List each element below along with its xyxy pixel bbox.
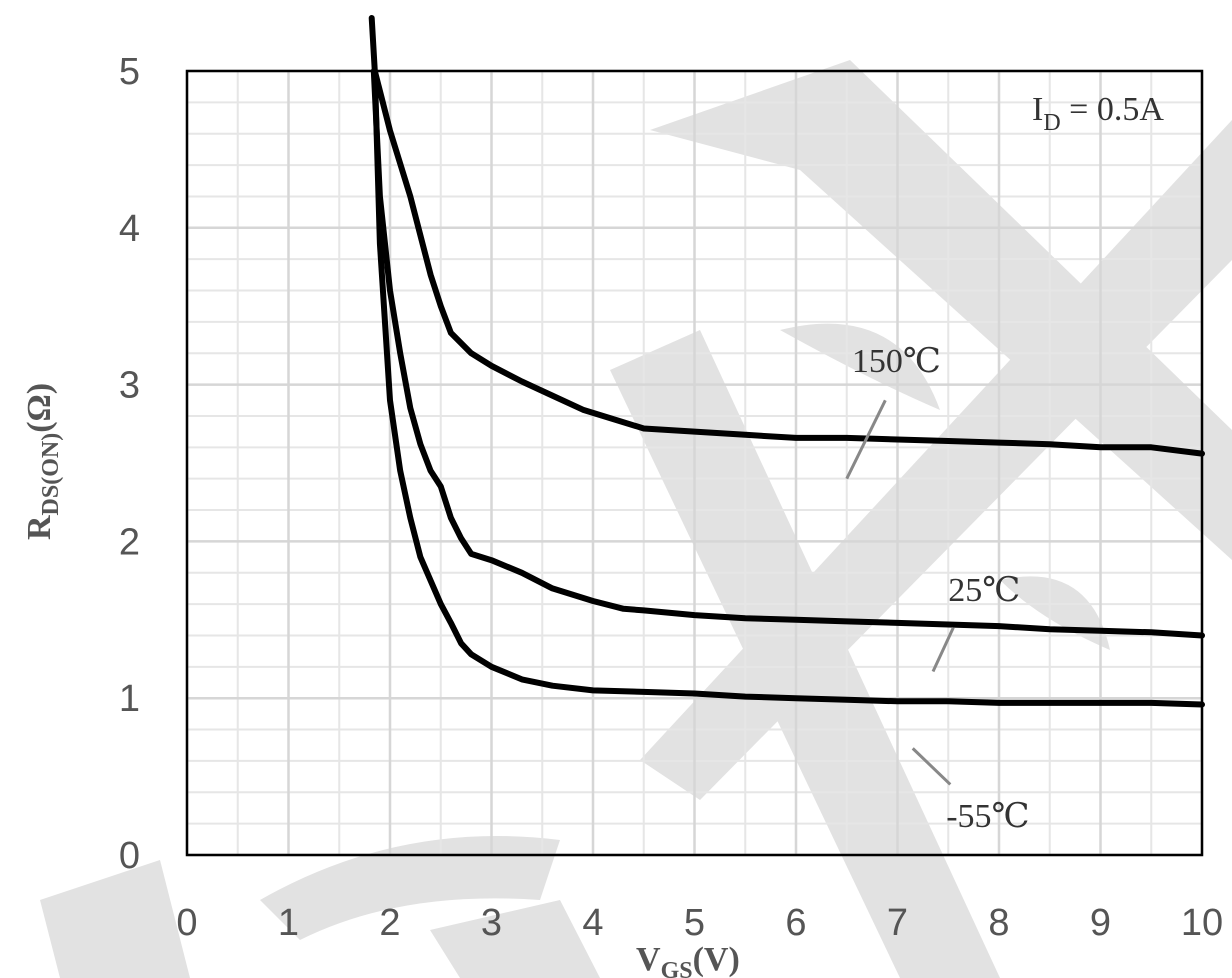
x-axis-ticks: 0 1 2 3 4 5 6 7 8 9 10 bbox=[176, 902, 1223, 944]
series-label-leader bbox=[845, 399, 887, 480]
x-tick-label: 2 bbox=[379, 902, 400, 944]
series-label: -55℃ bbox=[946, 798, 1029, 835]
watermark-logo bbox=[40, 60, 1232, 978]
series-label-leader bbox=[931, 627, 955, 673]
annotation-main: I bbox=[1032, 91, 1043, 128]
plot-frame bbox=[185, 69, 1204, 857]
y-axis-ticks: 0 1 2 3 4 5 bbox=[119, 51, 140, 877]
y-axis-title-unit: (Ω) bbox=[21, 383, 58, 433]
series-label: 150℃ bbox=[852, 343, 941, 380]
y-tick-label: 4 bbox=[119, 208, 140, 250]
series-label: 25℃ bbox=[948, 572, 1020, 609]
y-tick-label: 0 bbox=[119, 835, 140, 877]
x-tick-label: 7 bbox=[887, 902, 908, 944]
x-tick-label: 3 bbox=[481, 902, 502, 944]
x-tick-label: 8 bbox=[988, 902, 1009, 944]
x-tick-label: 10 bbox=[1181, 902, 1223, 944]
x-tick-label: 1 bbox=[278, 902, 299, 944]
y-tick-label: 2 bbox=[119, 521, 140, 563]
x-axis-title-unit: (V) bbox=[693, 941, 740, 978]
x-axis-title: VGS(V) bbox=[636, 941, 740, 978]
x-tick-label: 6 bbox=[785, 902, 806, 944]
x-axis-title-main: V bbox=[636, 941, 661, 978]
y-tick-label: 3 bbox=[119, 365, 140, 407]
x-tick-label: 5 bbox=[684, 902, 705, 944]
series-lines bbox=[368, 15, 1205, 708]
series-line-1 bbox=[371, 68, 1205, 457]
series-labels: 150℃ 25℃ -55℃ bbox=[852, 343, 1030, 835]
series-line-2 bbox=[370, 68, 1205, 639]
series-label-leader bbox=[911, 747, 952, 786]
x-tick-label: 4 bbox=[582, 902, 603, 944]
current-annotation: ID = 0.5A bbox=[1032, 91, 1164, 136]
x-tick-label: 0 bbox=[176, 902, 197, 944]
series-line-3 bbox=[368, 15, 1205, 708]
x-axis-title-sub: GS bbox=[661, 958, 693, 978]
y-axis-title-sub: DS(ON) bbox=[38, 433, 64, 516]
x-tick-label: 9 bbox=[1090, 902, 1111, 944]
annotation-sub: D bbox=[1043, 110, 1060, 136]
y-tick-label: 5 bbox=[119, 51, 140, 93]
series-label-leaders bbox=[845, 399, 955, 786]
annotation-rest: = 0.5A bbox=[1061, 91, 1165, 128]
y-axis-title-main: R bbox=[21, 515, 58, 540]
y-axis-title: RDS(ON)(Ω) bbox=[21, 383, 64, 540]
y-tick-label: 1 bbox=[119, 678, 140, 720]
